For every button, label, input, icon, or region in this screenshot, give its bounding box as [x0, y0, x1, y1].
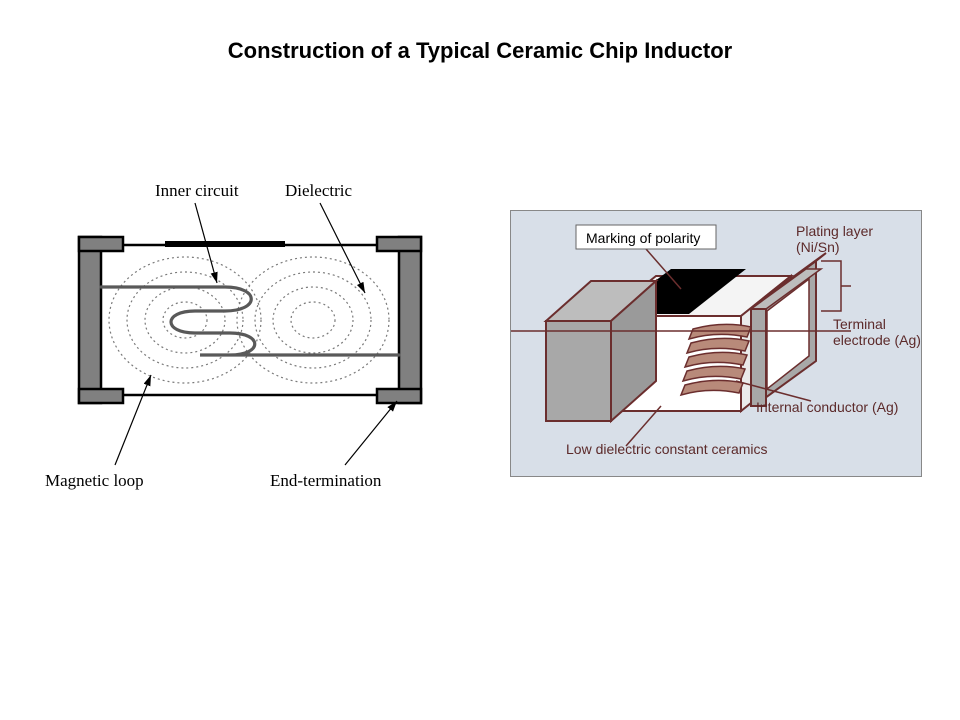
left-svg [45, 175, 465, 515]
inductor-body [90, 245, 410, 395]
left-diagram: Inner circuit Dielectric Magnetic loop E… [45, 175, 465, 515]
page-title: Construction of a Typical Ceramic Chip I… [0, 38, 960, 64]
label-magnetic-loop: Magnetic loop [45, 471, 144, 491]
label-terminal: Terminal electrode (Ag) [833, 316, 923, 348]
label-internal: Internal conductor (Ag) [756, 399, 898, 415]
right-diagram: Marking of polarity Plating layer (Ni/Sn… [510, 210, 922, 477]
label-plating: Plating layer (Ni/Sn) [796, 223, 916, 255]
label-polarity: Marking of polarity [586, 230, 700, 246]
label-inner-circuit: Inner circuit [155, 181, 239, 201]
label-end-termination: End-termination [270, 471, 381, 491]
internal-conductor [681, 324, 751, 395]
top-mark [165, 241, 285, 247]
label-dielectric: Dielectric [285, 181, 352, 201]
label-ceramics: Low dielectric constant ceramics [566, 441, 768, 457]
